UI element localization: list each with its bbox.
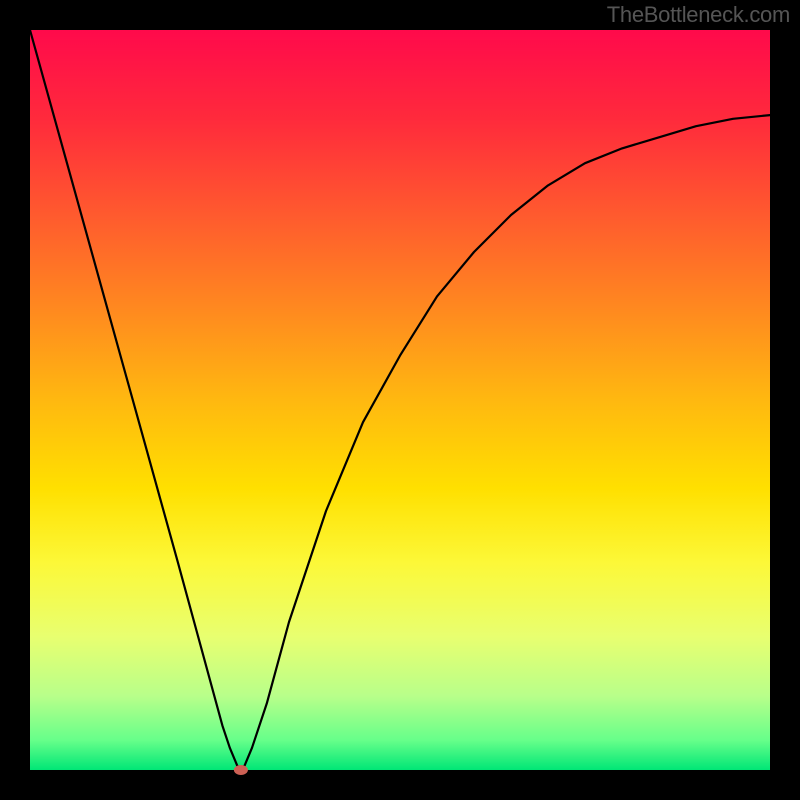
- gradient-background: [30, 30, 770, 770]
- optimal-point-marker: [234, 765, 248, 775]
- chart-container: TheBottleneck.com: [0, 0, 800, 800]
- bottleneck-chart: [0, 0, 800, 800]
- watermark-text: TheBottleneck.com: [607, 2, 790, 28]
